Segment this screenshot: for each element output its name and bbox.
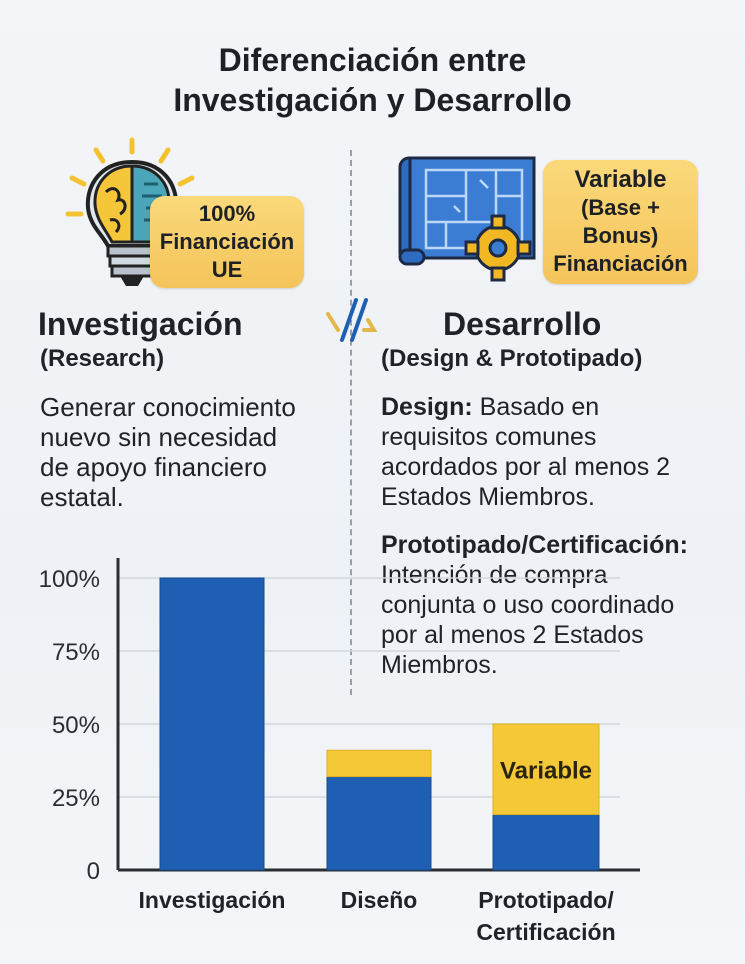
bar-base-segment (492, 814, 600, 871)
design-description: Design: Basado en requisitos comunes aco… (381, 392, 670, 512)
development-heading: Desarrollo (443, 306, 602, 342)
description-line: Miembros. (381, 651, 498, 679)
funding-bar-chart: 0 25% 50% 75% 100% Investigación Diseño Variabl… (39, 558, 640, 945)
y-tick-label: 25% (52, 785, 100, 812)
page-title: Diferenciación entre Investigación y Des… (0, 40, 745, 120)
bar-base-segment (159, 577, 265, 871)
research-heading: Investigación (38, 306, 243, 342)
bar-base-segment (326, 776, 432, 871)
development-subheading: (Design & Prototipado) (381, 345, 643, 372)
research-description: Generar conocimiento nuevo sin necesidad… (40, 392, 296, 512)
description-line: Generar conocimiento (40, 392, 296, 422)
blueprint-gear-icon (398, 156, 536, 282)
column-divider (350, 150, 352, 695)
title-line-1: Diferenciación entre (218, 42, 527, 78)
description-line: Intención de compra (381, 561, 608, 589)
research-subheading: (Research) (40, 345, 165, 372)
description-line: requisitos comunes (381, 423, 597, 451)
bar-annotation: Variable (500, 757, 592, 784)
double-slash-icon (326, 298, 378, 342)
description-line: acordados por al menos 2 (381, 453, 671, 481)
description-line: nuevo sin necesidad (40, 422, 278, 452)
badge-line: (Base + (581, 195, 660, 220)
bar-variable-segment (326, 749, 432, 778)
funding-badge-research: 100% Financiación UE (150, 196, 304, 288)
y-tick-label: 100% (39, 566, 100, 593)
prototype-description: Prototipado/Certificación: Intención de … (381, 530, 688, 680)
design-label: Design: (381, 393, 473, 421)
badge-line: Bonus) (582, 223, 659, 248)
x-category-label: Diseño (341, 887, 418, 913)
title-line-2: Investigación y Desarrollo (173, 82, 572, 118)
x-category-label: Investigación (139, 887, 286, 913)
funding-badge-development: Variable (Base + Bonus) Financiación (543, 160, 698, 284)
x-category-label: Prototipado/ (478, 887, 614, 913)
description-line: Estados Miembros. (381, 483, 595, 511)
badge-line: 100% (198, 201, 256, 226)
bar-variable-segment (492, 723, 600, 816)
description-line: estatal. (40, 482, 124, 512)
description-line: Basado en (479, 393, 600, 421)
y-tick-label: 0 (87, 858, 100, 885)
prototype-label: Prototipado/Certificación: (381, 531, 688, 559)
badge-line: UE (211, 257, 243, 282)
y-tick-label: 75% (52, 639, 100, 666)
description-line: conjunta o uso coordinado (381, 591, 675, 619)
badge-line: Variable (574, 166, 667, 193)
badge-line: Financiación (553, 251, 688, 276)
x-category-label: Certificación (476, 919, 615, 945)
badge-line: Financiación (159, 229, 295, 254)
y-tick-label: 50% (52, 712, 100, 739)
description-line: de apoyo financiero (40, 452, 267, 482)
description-line: por al menos 2 Estados (381, 621, 644, 649)
